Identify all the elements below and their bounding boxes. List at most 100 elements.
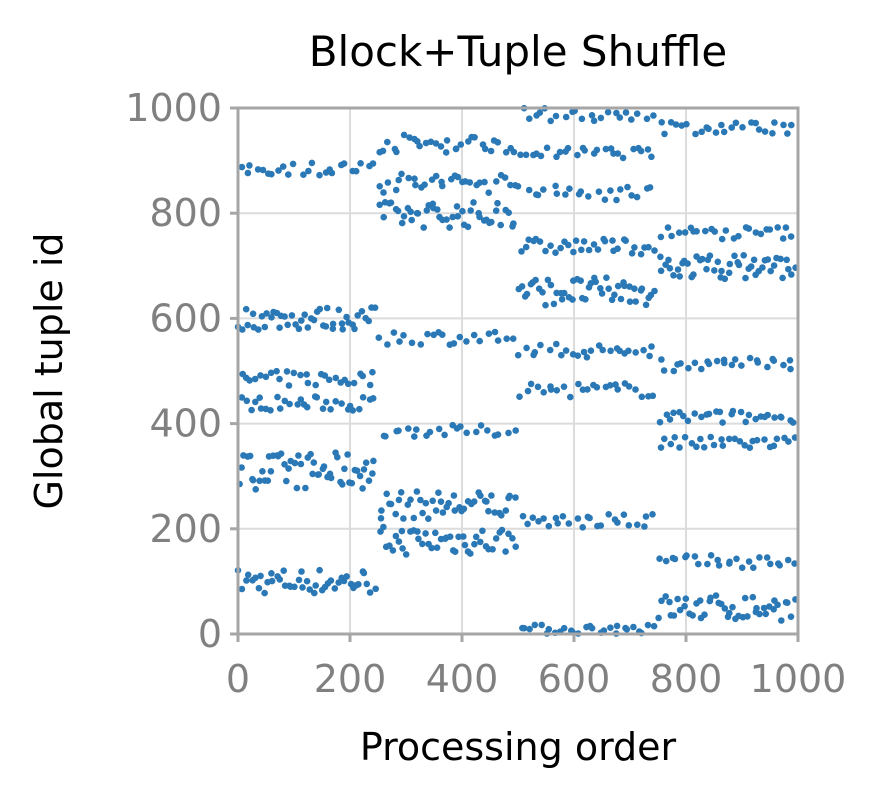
data-point: [583, 354, 591, 361]
data-point: [616, 114, 624, 121]
x-tick-label: 800: [650, 657, 723, 701]
data-point: [605, 511, 612, 518]
data-point: [316, 566, 323, 574]
data-point: [763, 554, 771, 561]
data-point: [276, 375, 283, 383]
data-point: [566, 185, 573, 192]
data-point: [351, 325, 358, 333]
data-point: [770, 262, 778, 269]
data-point: [414, 210, 422, 217]
data-point: [739, 124, 746, 131]
data-point: [666, 598, 673, 606]
data-point: [774, 224, 781, 231]
data-point: [311, 589, 318, 597]
data-point: [650, 112, 657, 119]
y-axis-label: Global tuple id: [27, 232, 71, 509]
data-point: [729, 407, 737, 415]
data-point: [606, 382, 614, 389]
data-point: [656, 555, 663, 562]
data-point: [742, 418, 749, 426]
data-point: [310, 459, 318, 466]
data-point: [711, 228, 718, 235]
data-point: [621, 282, 628, 290]
data-point: [692, 130, 699, 138]
data-point: [735, 261, 743, 269]
data-point: [784, 599, 791, 606]
data-point: [664, 224, 672, 231]
data-point: [332, 374, 340, 382]
data-point: [392, 532, 400, 540]
data-point: [400, 332, 407, 339]
data-point: [514, 351, 522, 359]
data-point: [238, 163, 246, 171]
data-point: [661, 435, 668, 443]
data-point: [732, 119, 740, 127]
data-point: [547, 386, 555, 393]
data-point: [360, 569, 368, 577]
data-point: [386, 542, 393, 549]
data-point: [252, 486, 259, 493]
data-point: [434, 206, 441, 213]
data-point: [411, 175, 418, 182]
data-point: [303, 403, 311, 411]
data-point: [432, 529, 439, 537]
data-point: [384, 179, 392, 186]
data-point: [454, 173, 462, 181]
data-point: [498, 512, 505, 519]
data-point: [405, 174, 413, 182]
data-point: [505, 429, 512, 437]
data-point: [512, 427, 519, 434]
data-point: [666, 265, 674, 272]
data-point: [494, 199, 501, 207]
data-point: [676, 444, 683, 451]
data-point: [553, 340, 560, 348]
data-point: [400, 131, 408, 139]
data-point: [331, 585, 339, 592]
data-point: [305, 167, 312, 175]
data-point: [335, 579, 343, 586]
data-point: [537, 341, 544, 349]
data-point: [649, 511, 656, 518]
data-point: [602, 145, 610, 153]
data-point: [752, 415, 759, 423]
data-point: [770, 606, 777, 613]
data-point: [614, 519, 621, 526]
data-point: [485, 330, 493, 338]
data-point: [642, 301, 650, 309]
data-point: [306, 586, 314, 593]
data-point: [608, 296, 616, 304]
data-point: [320, 463, 328, 470]
data-point: [665, 256, 672, 264]
data-point: [366, 589, 374, 596]
data-point: [286, 400, 293, 408]
data-point: [514, 183, 522, 190]
data-point: [510, 148, 518, 156]
data-point: [323, 304, 331, 312]
data-point: [661, 130, 668, 138]
data-point: [667, 440, 675, 448]
data-point: [268, 314, 275, 321]
data-point: [788, 271, 795, 278]
data-point: [779, 274, 786, 282]
data-point: [494, 431, 502, 438]
data-point: [276, 405, 284, 412]
data-point: [737, 408, 745, 416]
data-point: [405, 425, 412, 432]
data-point: [261, 589, 268, 597]
data-point: [297, 396, 305, 403]
data-point: [352, 167, 360, 175]
data-point: [246, 377, 253, 384]
data-point: [301, 311, 309, 319]
data-point: [777, 255, 784, 263]
data-point: [760, 604, 768, 612]
data-point: [492, 535, 500, 542]
data-point: [564, 144, 572, 152]
data-point: [782, 224, 790, 231]
data-point: [283, 368, 291, 375]
data-point: [677, 360, 684, 367]
data-point: [303, 577, 311, 585]
data-point: [604, 108, 612, 116]
data-point: [569, 296, 576, 303]
y-tick-label: 800: [149, 191, 222, 235]
data-point: [537, 152, 545, 160]
